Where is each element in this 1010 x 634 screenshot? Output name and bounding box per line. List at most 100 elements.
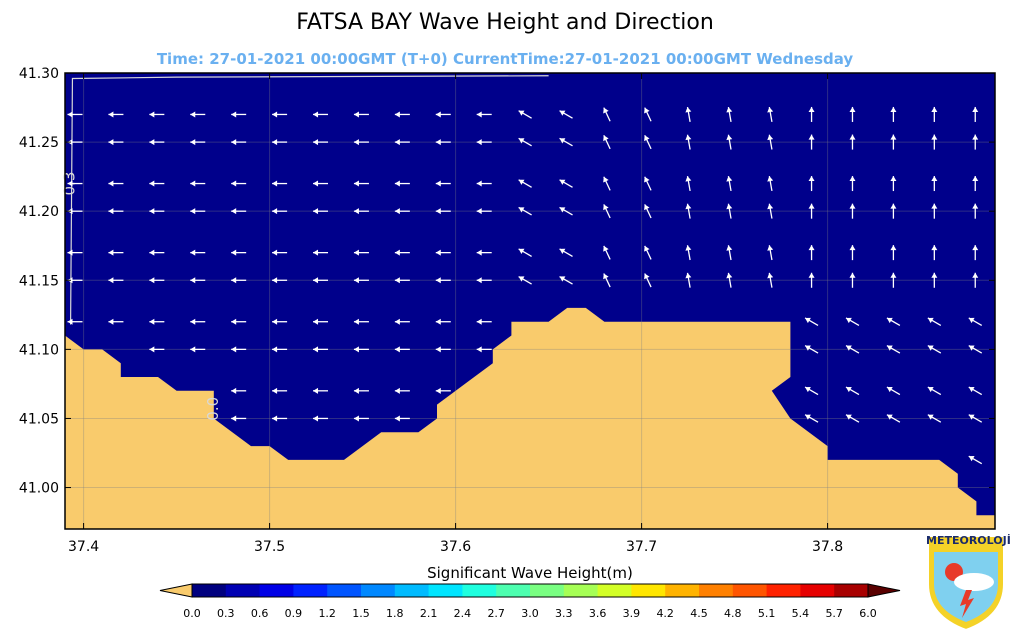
wave-direction-arrow — [644, 135, 652, 150]
wave-direction-arrow — [767, 134, 774, 150]
arrow-head — [435, 387, 441, 394]
arrow-head — [149, 208, 155, 215]
wave-direction-arrow — [518, 179, 532, 188]
wave-direction-arrow — [149, 346, 165, 353]
wave-direction-arrow — [272, 277, 288, 284]
wave-direction-arrow — [886, 345, 901, 354]
wave-direction-arrow — [767, 272, 774, 288]
arrow-head — [767, 107, 774, 113]
x-tick-label: 37.7 — [626, 539, 657, 555]
wave-direction-arrow — [767, 176, 774, 192]
arrow-head — [972, 176, 979, 182]
arrow-head — [685, 272, 692, 279]
wave-direction-arrow — [767, 106, 774, 122]
wave-direction-arrow — [968, 386, 983, 396]
wave-direction-arrow — [190, 318, 206, 325]
arrow-head — [476, 277, 482, 284]
wave-direction-arrow — [190, 249, 206, 256]
contour-line — [69, 75, 549, 325]
wave-direction-arrow — [931, 272, 938, 288]
arrow-head — [313, 346, 319, 353]
wave-direction-arrow — [435, 318, 451, 325]
colorbar-tick-label: 3.6 — [589, 607, 607, 620]
wave-direction-arrow — [890, 134, 897, 150]
colorbar-tick-label: 4.2 — [656, 607, 674, 620]
arrow-head — [190, 139, 196, 146]
arrow-head — [476, 111, 482, 118]
wave-direction-arrow — [313, 415, 329, 422]
wave-direction-arrow — [353, 180, 369, 187]
arrow-head — [644, 245, 650, 252]
wave-direction-arrow — [927, 414, 942, 423]
arrow-head — [927, 317, 934, 324]
arrow-head — [518, 207, 525, 213]
wave-direction-arrow — [394, 208, 410, 215]
wave-direction-arrow — [149, 208, 165, 215]
wave-direction-arrow — [685, 176, 692, 192]
wave-direction-arrow — [313, 387, 329, 394]
colorbar-frame — [191, 583, 869, 598]
wave-direction-arrow — [603, 273, 611, 288]
arrow-head — [108, 249, 114, 256]
arrow-head — [845, 386, 852, 393]
arrow-head — [972, 106, 979, 112]
arrow-head — [968, 317, 975, 324]
arrow-head — [394, 277, 400, 284]
wave-direction-arrow — [845, 345, 860, 354]
colorbar-tick-label: 4.5 — [690, 607, 708, 620]
wave-direction-arrow — [476, 180, 492, 187]
wave-direction-arrow — [849, 176, 856, 192]
arrow-head — [726, 245, 733, 251]
arrow-head — [353, 249, 359, 256]
axes: 37.4 37.5 37.6 37.7 37.8 41.30 41.25 41.20 41.15… — [19, 66, 996, 555]
wave-direction-arrow — [890, 176, 897, 192]
wave-direction-arrow — [603, 107, 611, 122]
wave-direction-arrow — [272, 387, 288, 394]
arrow-head — [272, 111, 278, 118]
arrow-head — [190, 318, 196, 325]
wave-direction-arrow — [890, 245, 897, 261]
wave-direction-arrow — [972, 176, 979, 192]
wave-direction-arrow — [804, 345, 819, 354]
arrow-head — [968, 456, 975, 462]
arrow-head — [968, 414, 975, 420]
arrow-head — [435, 208, 441, 215]
wave-direction-arrow — [685, 106, 692, 122]
arrow-head — [231, 208, 237, 215]
arrow-head — [108, 318, 114, 325]
arrow-head — [968, 345, 975, 351]
wave-direction-arrow — [435, 139, 451, 146]
arrow-head — [190, 277, 196, 284]
wave-direction-arrow — [931, 203, 938, 219]
logo-text: METEOROLOJİ — [926, 534, 1010, 547]
arrow-head — [845, 414, 852, 420]
arrow-head — [108, 277, 114, 284]
x-tick-label: 37.4 — [68, 539, 99, 555]
wave-direction-arrow — [886, 386, 901, 396]
arrow-head — [149, 318, 155, 325]
arrow-head — [231, 249, 237, 256]
wave-direction-arrow — [313, 346, 329, 353]
arrow-head — [767, 134, 774, 141]
wave-direction-arrow — [394, 277, 410, 284]
wave-direction-arrow — [726, 176, 733, 192]
colorbar-tick-label: 6.0 — [859, 607, 877, 620]
arrow-head — [805, 345, 811, 351]
colorbar-segment — [563, 584, 599, 597]
colorbar-tick-label: 5.1 — [758, 607, 776, 620]
arrow-head — [394, 415, 400, 422]
arrow-head — [808, 106, 815, 112]
arrow-head — [231, 318, 237, 325]
colorbar-segment — [496, 584, 531, 597]
wave-direction-arrow — [67, 180, 83, 187]
land-area — [65, 307, 995, 529]
arrow-head — [435, 346, 441, 353]
arrow-head — [394, 318, 400, 325]
arrow-head — [808, 203, 815, 209]
wave-direction-arrow — [849, 106, 856, 122]
arrow-head — [603, 204, 609, 211]
arrow-head — [231, 180, 237, 187]
wave-direction-arrow — [394, 346, 410, 353]
wave-direction-arrow — [353, 139, 369, 146]
arrow-head — [231, 111, 237, 118]
